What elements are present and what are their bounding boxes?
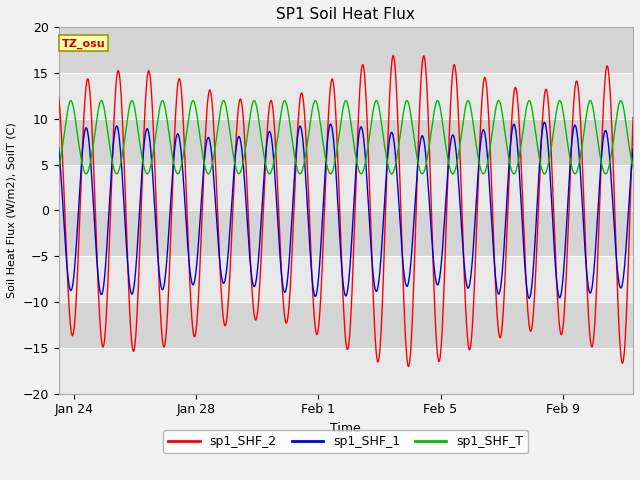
Bar (59, 119, 633, 165)
Bar (59, 302, 633, 348)
Title: SP1 Soil Heat Flux: SP1 Soil Heat Flux (276, 7, 415, 22)
Legend: sp1_SHF_2, sp1_SHF_1, sp1_SHF_T: sp1_SHF_2, sp1_SHF_1, sp1_SHF_T (163, 430, 529, 453)
X-axis label: Time: Time (330, 422, 361, 435)
Bar (59, 210, 633, 256)
Text: TZ_osu: TZ_osu (61, 38, 105, 48)
Y-axis label: Soil Heat Flux (W/m2), SoilT (C): Soil Heat Flux (W/m2), SoilT (C) (7, 122, 17, 298)
Bar (59, 27, 633, 73)
